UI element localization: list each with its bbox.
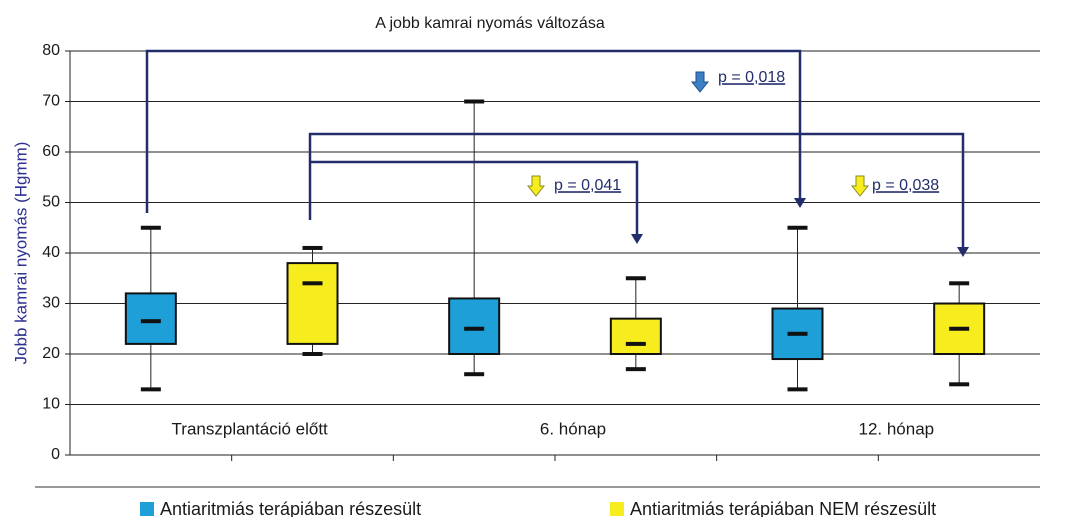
y-axis-label: Jobb kamrai nyomás (Hgmm) (11, 142, 30, 365)
legend-label: Antiaritmiás terápiában NEM részesült (630, 499, 936, 517)
median (464, 326, 485, 331)
y-tick-label: 50 (42, 194, 60, 211)
chart-title: A jobb kamrai nyomás változása (375, 15, 605, 32)
y-tick-label: 80 (42, 42, 60, 59)
cap (140, 387, 161, 392)
cap (140, 225, 161, 230)
cap (787, 387, 808, 392)
x-tick-label: Transzplantáció előtt (172, 419, 329, 438)
median (949, 326, 970, 331)
box (286, 262, 339, 345)
bracket (145, 49, 802, 213)
arrow-head (794, 198, 806, 208)
cap (302, 245, 323, 250)
down-icon (850, 175, 870, 197)
down-icon (526, 175, 546, 197)
y-tick-label: 0 (51, 446, 60, 463)
cap (302, 352, 323, 356)
x-tick-label: 12. hónap (859, 419, 935, 438)
annotation: p = 0,041 (554, 177, 621, 194)
annotation: p = 0,038 (872, 177, 939, 194)
arrow-head (631, 234, 643, 244)
cap (464, 372, 485, 377)
x-tick-label: 6. hónap (540, 419, 606, 438)
median (302, 281, 323, 286)
median (625, 341, 646, 346)
cap (464, 99, 485, 104)
legend-swatch (610, 502, 624, 516)
cap (625, 367, 646, 372)
legend: Antiaritmiás terápiában részesült Antiari… (140, 499, 936, 517)
legend-label: Antiaritmiás terápiában részesült (160, 499, 421, 517)
y-tick-label: 20 (42, 345, 60, 362)
cap (949, 382, 970, 387)
median (140, 319, 161, 324)
down-icon (690, 71, 710, 93)
legend-swatch (140, 502, 154, 516)
cap (625, 276, 646, 281)
plot-area: 0 10 20 30 40 50 60 70 80 Transzplantáció előtt 6.… (42, 42, 1040, 463)
bracket (308, 132, 965, 250)
y-tick-label: 70 (42, 93, 60, 110)
annotation: p = 0,018 (718, 69, 785, 86)
box (124, 292, 177, 345)
cap (949, 281, 970, 286)
box (448, 297, 501, 356)
brackets: p = 0,018 p = 0,041 p = 0,038 (145, 49, 969, 257)
box (609, 317, 662, 355)
y-tick-label: 10 (42, 396, 60, 413)
y-tick-label: 30 (42, 295, 60, 312)
y-tick-label: 40 (42, 244, 60, 261)
cap (787, 225, 808, 230)
arrow-head (957, 247, 969, 257)
y-tick-label: 60 (42, 143, 60, 160)
bracket (310, 160, 639, 237)
median (787, 331, 808, 336)
